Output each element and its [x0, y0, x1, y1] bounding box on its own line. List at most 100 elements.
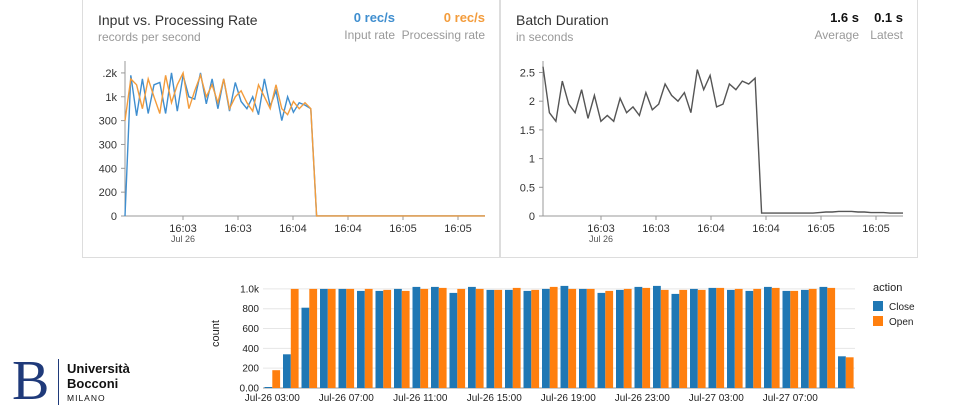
bar-close	[338, 288, 347, 388]
x-tick-label: 16:03	[642, 223, 670, 235]
input-rate-label: Input rate	[344, 28, 395, 42]
bar-close	[449, 292, 458, 388]
bar-close	[357, 290, 365, 388]
x-tick-label: Jul-26 03:00	[245, 393, 300, 404]
bar-close	[671, 293, 680, 388]
bar-open	[290, 288, 299, 388]
y-tick-label: 300	[99, 116, 117, 128]
y-tick-label: 2	[529, 96, 535, 108]
logo-divider	[58, 359, 59, 405]
bar-close	[579, 288, 587, 388]
legend-swatch-open	[873, 316, 883, 326]
bar-close	[690, 288, 698, 388]
bar-open	[309, 288, 318, 388]
bar-close	[523, 290, 532, 388]
x-tick-label: 16:05	[807, 223, 835, 235]
x-tick-label: Jul-26 07:00	[319, 393, 374, 404]
bar-open	[420, 288, 429, 388]
bar-open	[512, 287, 521, 388]
rate-line-chart: .2k 1k 300 300 400 200 0 16:03 16:03 16:04 16:04 16…	[99, 61, 485, 244]
y-tick-label: .2k	[102, 68, 117, 80]
batch-panel-title: Batch Duration	[516, 12, 609, 28]
processing-rate-label: Processing rate	[401, 28, 485, 42]
y-tick-label: 0	[111, 211, 117, 223]
batch-panel-subtitle: in seconds	[516, 30, 574, 44]
open-close-bar-chart: 1.0k 800 600 400 200 0.00 count Jul-26 03:00 Jul…	[210, 282, 915, 404]
legend-swatch-close	[873, 301, 883, 311]
y-tick-label: 400	[99, 163, 117, 175]
rate-panel-subtitle: records per second	[98, 30, 201, 44]
bar-open	[716, 287, 725, 388]
bar-open	[808, 288, 817, 388]
x-tick-label: 16:04	[334, 223, 362, 235]
bar-open	[346, 288, 355, 388]
x-tick-sublabel: Jul 26	[171, 234, 195, 244]
bar-open	[475, 288, 484, 388]
average-duration-label: Average	[814, 28, 859, 42]
x-tick-label: Jul-26 15:00	[467, 393, 522, 404]
y-axis-title: count	[210, 320, 222, 347]
bar-close	[505, 289, 513, 388]
x-tick-label: Jul-27 03:00	[689, 393, 744, 404]
bar-close	[283, 354, 291, 388]
bar-close	[301, 307, 310, 388]
x-tick-label: Jul-27 07:00	[763, 393, 818, 404]
bar-open	[364, 288, 373, 388]
bar-close	[616, 289, 624, 388]
x-tick-label: Jul-26 19:00	[541, 393, 596, 404]
bar-close	[264, 387, 273, 388]
x-tick-label: 16:05	[862, 223, 890, 235]
x-tick-label: 16:05	[444, 223, 472, 235]
bocconi-logo: B Università Bocconi MILANO	[12, 353, 152, 415]
y-tick-label: 0	[529, 211, 535, 223]
x-tick-label: 16:03	[587, 223, 615, 235]
bar-open	[531, 289, 540, 388]
y-tick-label: 200	[99, 187, 117, 199]
bar-close	[838, 356, 846, 388]
bar-close	[764, 286, 772, 388]
bar-open	[642, 287, 651, 388]
input-rate-value: 0 rec/s	[353, 10, 395, 25]
series-line-input-rate	[124, 72, 485, 217]
y-tick-label: 1.5	[520, 125, 535, 137]
bar-open	[272, 370, 281, 388]
y-tick-label: 300	[99, 139, 117, 151]
y-tick-label: 200	[242, 364, 259, 375]
rate-panel-title: Input vs. Processing Rate	[98, 12, 258, 28]
y-tick-label: 800	[242, 304, 259, 315]
batch-duration-panel: Batch Duration in seconds 1.6 s 0.1 s Av…	[500, 0, 918, 258]
x-tick-label: 16:04	[697, 223, 725, 235]
bar-open	[438, 287, 447, 388]
logo-line-1: Università	[67, 361, 130, 376]
bar-open	[697, 289, 706, 388]
bar-open	[845, 357, 854, 388]
logo-line-2: Bocconi	[67, 376, 119, 391]
legend-title: action	[873, 282, 902, 294]
bar-open	[383, 289, 392, 388]
bar-open	[605, 290, 614, 388]
bar-close	[486, 289, 495, 388]
bar-close	[560, 285, 569, 388]
x-tick-label: Jul-26 11:00	[393, 393, 448, 404]
bar-open	[790, 290, 799, 388]
bar-open	[623, 288, 632, 388]
bar-close	[801, 289, 809, 388]
latest-duration-label: Latest	[870, 28, 903, 42]
x-tick-label: 16:04	[279, 223, 307, 235]
legend-label-close: Close	[889, 302, 915, 313]
series-line-processing-rate	[124, 70, 485, 217]
y-tick-label: 1.0k	[240, 284, 260, 295]
bar-close	[727, 289, 735, 388]
bar-close	[375, 290, 384, 388]
y-tick-label: 0.5	[520, 182, 535, 194]
bar-open	[586, 288, 595, 388]
bar-close	[431, 286, 439, 388]
bar-open	[327, 288, 336, 388]
input-vs-processing-rate-panel: Input vs. Processing Rate records per se…	[82, 0, 500, 258]
bar-close	[412, 286, 421, 388]
bar-close	[745, 290, 754, 388]
bar-close	[819, 286, 828, 388]
bar-close	[542, 288, 550, 388]
bar-close	[320, 288, 328, 388]
legend-label-open: Open	[889, 317, 913, 328]
